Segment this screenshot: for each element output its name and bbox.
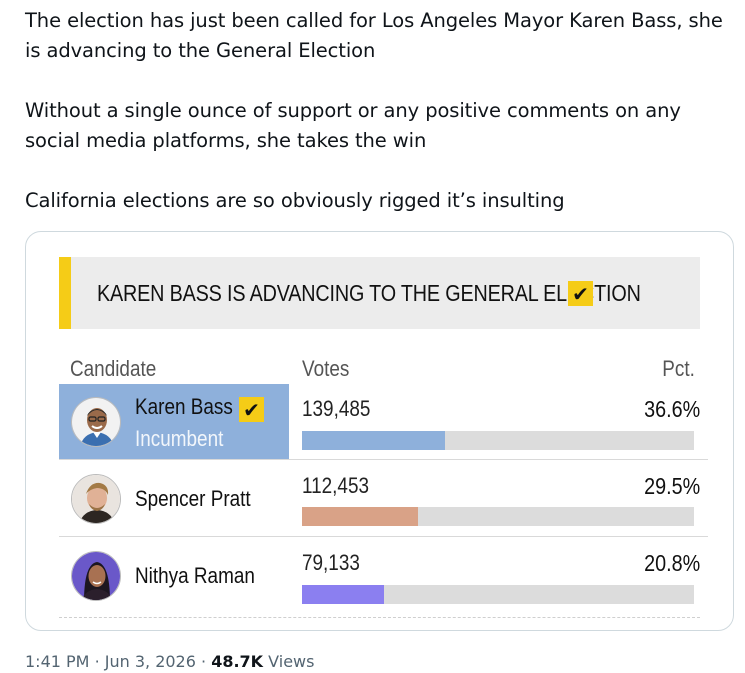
candidate-name: Nithya Raman <box>135 563 255 588</box>
card-bottom-divider <box>59 617 700 618</box>
checkmark-icon: ✔ <box>568 281 593 306</box>
tweet-paragraph: Without a single ounce of support or any… <box>25 99 681 152</box>
tweet-paragraph: California elections are so obviously ri… <box>25 189 565 212</box>
candidate-pct: 29.5% <box>643 473 700 499</box>
meta-separator: · <box>94 652 100 671</box>
candidate-row: Nithya Raman 79,133 20.8% <box>59 538 700 614</box>
candidate-votes: 112,453 <box>302 473 369 498</box>
meta-separator: · <box>201 652 207 671</box>
tweet-date[interactable]: Jun 3, 2026 <box>104 652 196 671</box>
row-divider <box>59 459 708 460</box>
banner-title: KAREN BASS IS ADVANCING TO THE GENERAL E… <box>97 279 641 306</box>
candidate-avatar <box>71 551 121 601</box>
candidate-votes: 79,133 <box>302 550 360 575</box>
candidate-avatar <box>71 397 121 447</box>
candidate-status: Incumbent <box>135 426 224 451</box>
tweet-paragraph: The election has just been called for Lo… <box>25 9 723 62</box>
candidate-pct: 36.6% <box>643 396 700 422</box>
tweet-meta: 1:41 PM · Jun 3, 2026 · 48.7K Views <box>25 652 314 671</box>
views-label: Views <box>268 652 315 671</box>
column-header-votes: Votes <box>302 356 350 381</box>
column-header-candidate: Candidate <box>70 356 157 381</box>
row-divider <box>59 536 708 537</box>
tweet-time[interactable]: 1:41 PM <box>25 652 90 671</box>
media-card[interactable]: KAREN BASS IS ADVANCING TO THE GENERAL E… <box>25 231 734 631</box>
tweet-text: The election has just been called for Lo… <box>25 6 730 216</box>
candidate-pct: 20.8% <box>643 550 700 576</box>
vote-bar-track <box>302 431 694 450</box>
candidate-avatar <box>71 474 121 524</box>
views-count: 48.7K <box>211 652 264 671</box>
checkmark-icon: ✔ <box>239 397 264 422</box>
candidate-row: Spencer Pratt 112,453 29.5% <box>59 461 708 537</box>
headline-banner: KAREN BASS IS ADVANCING TO THE GENERAL E… <box>59 257 700 329</box>
candidate-name: Karen Bass <box>135 394 233 419</box>
candidate-name: Spencer Pratt <box>135 486 251 511</box>
column-header-pct: Pct. <box>662 356 695 381</box>
vote-bar-fill <box>302 507 418 526</box>
candidate-votes: 139,485 <box>302 396 371 421</box>
vote-bar-fill <box>302 431 446 450</box>
candidate-row: Karen Bass ✔ Incumbent 139,485 36.6% <box>59 384 708 460</box>
banner-accent-bar <box>59 257 71 329</box>
vote-bar-fill <box>302 585 384 604</box>
vote-bar-track <box>302 507 694 526</box>
vote-bar-track <box>302 585 694 604</box>
